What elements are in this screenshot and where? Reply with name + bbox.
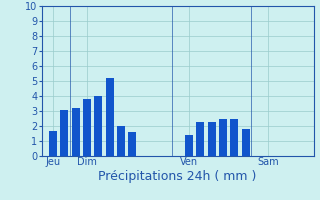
- Bar: [128, 132, 136, 156]
- Bar: [49, 130, 57, 156]
- Bar: [94, 96, 102, 156]
- Bar: [219, 118, 227, 156]
- Bar: [83, 99, 91, 156]
- Bar: [185, 135, 193, 156]
- Bar: [72, 108, 80, 156]
- Bar: [242, 129, 250, 156]
- Bar: [196, 121, 204, 156]
- Bar: [106, 78, 114, 156]
- Bar: [117, 126, 125, 156]
- X-axis label: Précipitations 24h ( mm ): Précipitations 24h ( mm ): [99, 170, 257, 183]
- Bar: [230, 118, 238, 156]
- Bar: [208, 121, 216, 156]
- Bar: [60, 110, 68, 156]
